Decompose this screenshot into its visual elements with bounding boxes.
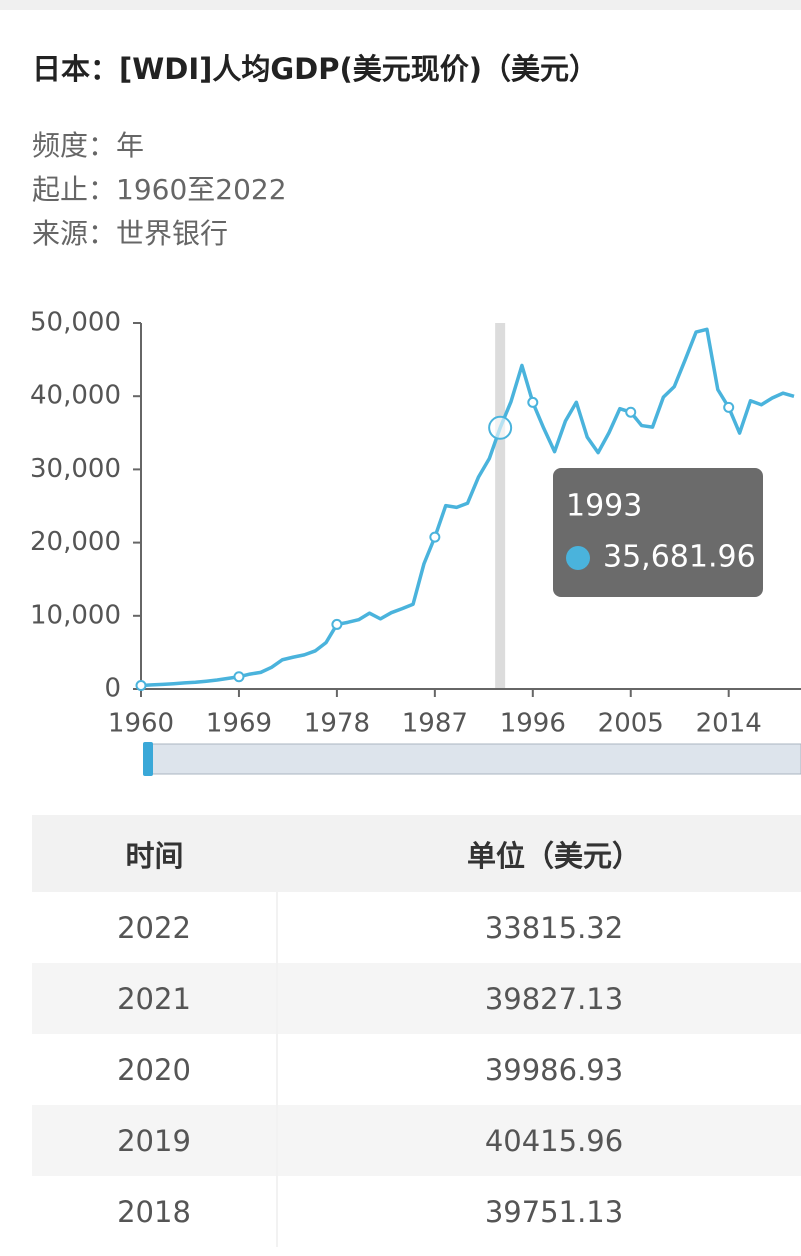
point-marker: [233, 671, 245, 683]
meta-frequency: 频度：年: [32, 129, 145, 162]
y-tick-label: 10,000: [30, 600, 121, 630]
time-cell: 2020: [32, 1034, 278, 1105]
table-header: 时间 单位（美元）: [32, 815, 801, 892]
point-marker: [527, 396, 539, 408]
table-row: 2020 39986.93: [32, 1034, 801, 1105]
x-tick-label: 1960: [108, 709, 174, 739]
point-marker: [331, 618, 343, 630]
x-tick-label: 1969: [206, 709, 272, 739]
value-cell: 39986.93: [277, 1034, 801, 1105]
point-marker: [135, 679, 147, 691]
meta-source: 来源：世界银行: [32, 217, 229, 250]
y-tick-label: 50,000: [30, 308, 121, 338]
x-tick-label: 2014: [696, 709, 762, 739]
data-table: 时间 单位（美元） 2022 33815.32 2021 39827.13 2020 39…: [32, 815, 801, 1247]
point-marker: [723, 401, 735, 413]
value-cell: 40415.96: [277, 1105, 801, 1176]
table-row: 2022 33815.32: [32, 892, 801, 963]
x-tick-label: 1987: [402, 709, 468, 739]
page-title: 日本：[WDI]人均GDP(美元现价)（美元）: [32, 52, 598, 86]
x-tick-label: 1978: [304, 709, 370, 739]
y-tick-label: 40,000: [30, 381, 121, 411]
tooltip-value: 35,681.96: [603, 540, 756, 575]
meta-range: 起止：1960至2022: [32, 173, 287, 206]
value-cell: 39751.13: [277, 1176, 801, 1247]
zoom-handle[interactable]: [143, 742, 153, 776]
point-marker: [625, 406, 637, 418]
hover-band: [495, 323, 506, 689]
table-row: 2018 39751.13: [32, 1176, 801, 1247]
time-cell: 2022: [32, 892, 278, 963]
point-marker: [429, 531, 441, 543]
tooltip-x: 1993: [566, 489, 642, 524]
value-cell: 33815.32: [277, 892, 801, 963]
value-cell: 39827.13: [277, 963, 801, 1034]
column-header: 时间: [32, 815, 277, 892]
hover-point: [488, 415, 513, 440]
zoom-track: [144, 743, 801, 775]
y-tick-label: 20,000: [30, 527, 121, 557]
chart: 0 10,000 20,000 30,000 40,000 50,000 1960 1969 1…: [30, 308, 801, 776]
table-row: 2021 39827.13: [32, 963, 801, 1034]
time-cell: 2021: [32, 963, 278, 1034]
time-cell: 2019: [32, 1105, 278, 1176]
status-bar: [0, 0, 801, 10]
series-line: [140, 327, 795, 688]
y-tick-label: 0: [104, 674, 121, 704]
table-row: 2019 40415.96: [32, 1105, 801, 1176]
time-cell: 2018: [32, 1176, 278, 1247]
x-tick-label: 1996: [500, 709, 566, 739]
tooltip-box: [553, 468, 763, 597]
x-tick-label: 2005: [598, 709, 664, 739]
tooltip-dot: [566, 546, 590, 570]
column-header: 单位（美元）: [277, 815, 801, 892]
y-tick-label: 30,000: [30, 454, 121, 484]
